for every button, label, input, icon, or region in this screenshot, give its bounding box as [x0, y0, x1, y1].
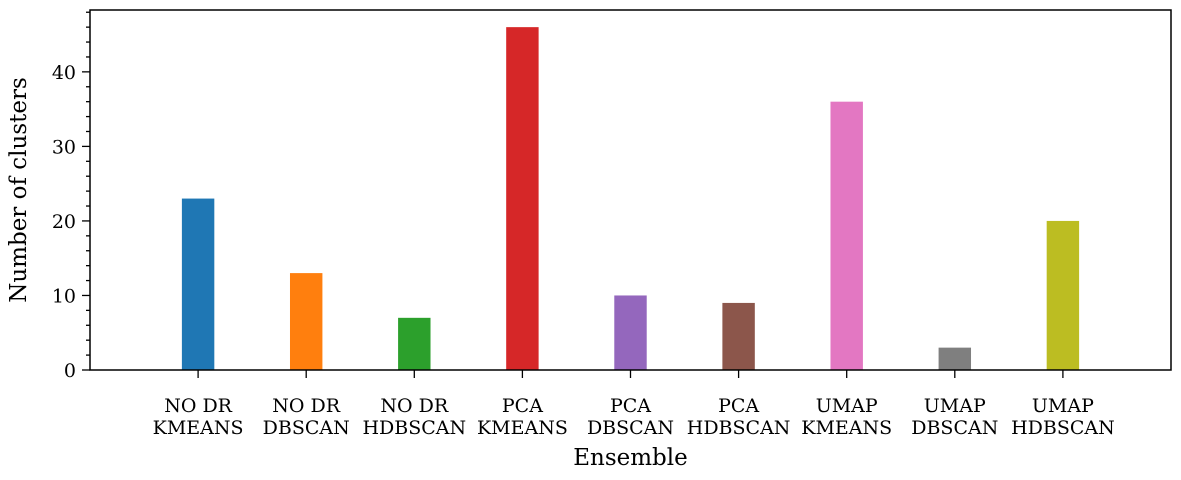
x-tick-label-line: HDBSCAN — [687, 417, 791, 439]
bar — [830, 101, 863, 371]
y-ticks-layer: 0 10 20 30 40 — [52, 11, 90, 382]
x-tick-label-line: HDBSCAN — [362, 417, 466, 439]
y-tick-label: 30 — [52, 136, 76, 158]
bar — [398, 317, 431, 370]
x-tick-label-line: PCA — [718, 395, 759, 417]
bar — [181, 198, 215, 370]
x-tick-label-line: UMAP — [1032, 395, 1094, 417]
x-tick-label: UMAP KMEANS — [801, 395, 892, 439]
x-tick-label-line: NO DR — [164, 395, 232, 417]
bar — [722, 302, 755, 370]
x-tick-label-line: KMEANS — [153, 417, 244, 439]
x-tick-label: NO DR DBSCAN — [263, 395, 350, 439]
x-tick-label-line: UMAP — [924, 395, 986, 417]
y-tick-label: 10 — [52, 285, 76, 307]
y-tick-label: 20 — [52, 211, 76, 233]
x-tick-label: UMAP HDBSCAN — [1011, 395, 1115, 439]
bar — [506, 27, 539, 371]
x-axis-title: Ensemble — [573, 445, 688, 471]
bar — [614, 295, 647, 370]
y-tick-label: 0 — [64, 360, 76, 382]
x-tick-label: NO DR HDBSCAN — [362, 395, 466, 439]
x-tick-label-line: DBSCAN — [587, 417, 674, 439]
x-tick-label-line: KMEANS — [477, 417, 568, 439]
x-tick-label-line: PCA — [502, 395, 543, 417]
bar — [1046, 220, 1080, 370]
x-tick-label-line: UMAP — [816, 395, 878, 417]
x-tick-label-line: NO DR — [272, 395, 340, 417]
x-tick-label-line: KMEANS — [801, 417, 892, 439]
y-tick-label: 40 — [52, 62, 76, 84]
bar — [938, 347, 972, 370]
x-tick-label: PCA DBSCAN — [587, 395, 674, 439]
plot-frame — [89, 9, 1172, 371]
x-tick-label-line: NO DR — [380, 395, 448, 417]
x-tick-label: NO DR KMEANS — [153, 395, 244, 439]
x-tick-label-line: DBSCAN — [263, 417, 350, 439]
x-tick-label: UMAP DBSCAN — [911, 395, 998, 439]
bar — [289, 273, 323, 370]
y-axis-title: Number of clusters — [6, 77, 32, 303]
bars-layer — [181, 27, 1080, 371]
x-tick-label-line: HDBSCAN — [1011, 417, 1115, 439]
x-tick-label-line: DBSCAN — [911, 417, 998, 439]
x-tick-label-line: PCA — [610, 395, 651, 417]
x-tick-label: PCA HDBSCAN — [687, 395, 791, 439]
x-tick-label: PCA KMEANS — [477, 395, 568, 439]
